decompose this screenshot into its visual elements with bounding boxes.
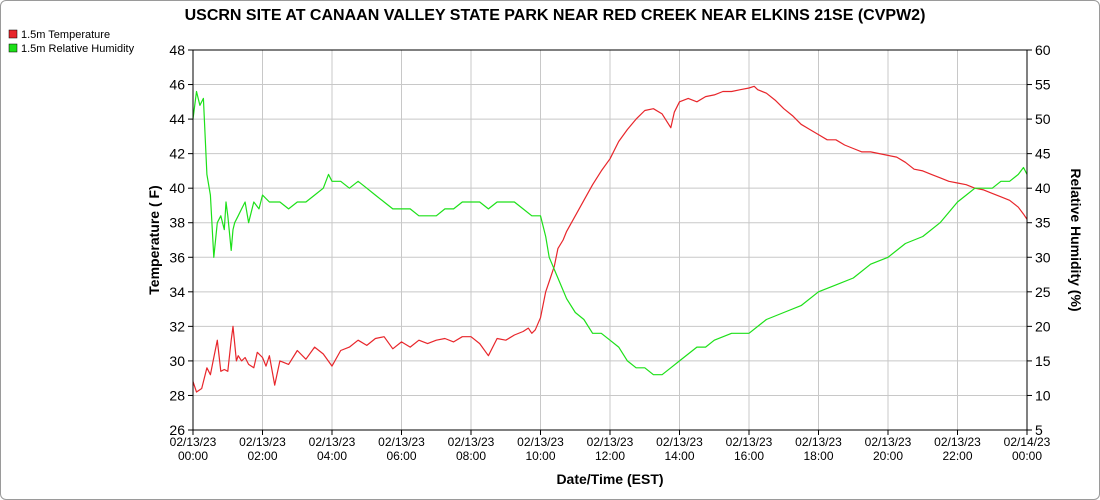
- x-axis-ticks: 02/13/2300:0002/13/2302:0002/13/2304:000…: [170, 430, 1051, 463]
- y-tick-label: 36: [169, 249, 185, 265]
- x-tick-label-time: 02:00: [247, 449, 277, 463]
- series-line-humidity: [192, 90, 1028, 376]
- x-tick-label-date: 02/13/23: [656, 435, 703, 449]
- y2-tick-label: 30: [1035, 249, 1051, 265]
- y2-tick-label: 50: [1035, 111, 1051, 127]
- y-tick-label: 32: [169, 318, 185, 334]
- y-tick-label: 38: [169, 215, 185, 231]
- legend: 1.5m Temperature 1.5m Relative Humidity: [8, 29, 135, 55]
- y2-tick-label: 5: [1035, 422, 1043, 438]
- legend-label-humidity: 1.5m Relative Humidity: [21, 43, 135, 55]
- x-tick-label-date: 02/13/23: [587, 435, 634, 449]
- y-tick-label: 26: [169, 422, 185, 438]
- y-tick-label: 30: [169, 353, 185, 369]
- y2-tick-label: 10: [1035, 387, 1051, 403]
- y2-axis-ticks: 5 10 15 20 25 30 35 40 45 50 55 60: [1027, 42, 1051, 438]
- legend-label-temperature: 1.5m Temperature: [21, 29, 110, 41]
- y2-tick-label: 15: [1035, 353, 1051, 369]
- y2-tick-label: 45: [1035, 146, 1051, 162]
- x-tick-label-time: 16:00: [734, 449, 764, 463]
- y2-tick-label: 20: [1035, 318, 1051, 334]
- chart-title: USCRN SITE AT CANAAN VALLEY STATE PARK N…: [185, 7, 926, 24]
- y-tick-label: 42: [169, 146, 185, 162]
- series-line-temperature: [192, 85, 1028, 393]
- y-tick-label: 48: [169, 42, 185, 58]
- y-tick-label: 28: [169, 387, 185, 403]
- legend-swatch-humidity: [8, 43, 18, 53]
- x-tick-label-date: 02/13/23: [309, 435, 356, 449]
- x-axis-title: Date/Time (EST): [556, 471, 663, 487]
- legend-swatch-temperature: [8, 29, 18, 39]
- y-tick-label: 44: [169, 111, 185, 127]
- x-tick-label-time: 12:00: [595, 449, 625, 463]
- y2-tick-label: 60: [1035, 42, 1051, 58]
- x-tick-label-date: 02/13/23: [448, 435, 495, 449]
- grid: [192, 49, 1028, 431]
- x-tick-label-time: 10:00: [525, 449, 555, 463]
- x-tick-label-time: 04:00: [317, 449, 347, 463]
- x-tick-label-time: 22:00: [942, 449, 972, 463]
- x-tick-label-time: 14:00: [664, 449, 694, 463]
- series-group: [192, 85, 1028, 393]
- y2-axis-title: Relative Humidity (%): [1068, 168, 1084, 311]
- x-tick-label-date: 02/13/23: [170, 435, 217, 449]
- y2-tick-label: 35: [1035, 215, 1051, 231]
- y-tick-label: 40: [169, 180, 185, 196]
- y-tick-label: 34: [169, 284, 185, 300]
- plot-border: [192, 49, 1028, 431]
- x-tick-label-date: 02/14/23: [1004, 435, 1051, 449]
- x-tick-label-time: 00:00: [1012, 449, 1042, 463]
- x-tick-label-date: 02/13/23: [378, 435, 425, 449]
- x-tick-label-time: 06:00: [386, 449, 416, 463]
- y2-tick-label: 25: [1035, 284, 1051, 300]
- y2-tick-label: 40: [1035, 180, 1051, 196]
- x-tick-label-time: 18:00: [803, 449, 833, 463]
- y-axis-ticks: 26 28 30 32 34 36 38 40 42 44 46 48: [169, 42, 193, 438]
- x-tick-label-time: 00:00: [178, 449, 208, 463]
- x-tick-label-time: 20:00: [873, 449, 903, 463]
- x-tick-label-date: 02/13/23: [865, 435, 912, 449]
- x-tick-label-date: 02/13/23: [934, 435, 981, 449]
- x-tick-label-date: 02/13/23: [795, 435, 842, 449]
- x-tick-label-time: 08:00: [456, 449, 486, 463]
- x-tick-label-date: 02/13/23: [517, 435, 564, 449]
- x-tick-label-date: 02/13/23: [726, 435, 773, 449]
- x-tick-label-date: 02/13/23: [239, 435, 286, 449]
- y-tick-label: 46: [169, 77, 185, 93]
- y2-tick-label: 55: [1035, 77, 1051, 93]
- y-axis-title: Temperature ( F): [146, 185, 162, 294]
